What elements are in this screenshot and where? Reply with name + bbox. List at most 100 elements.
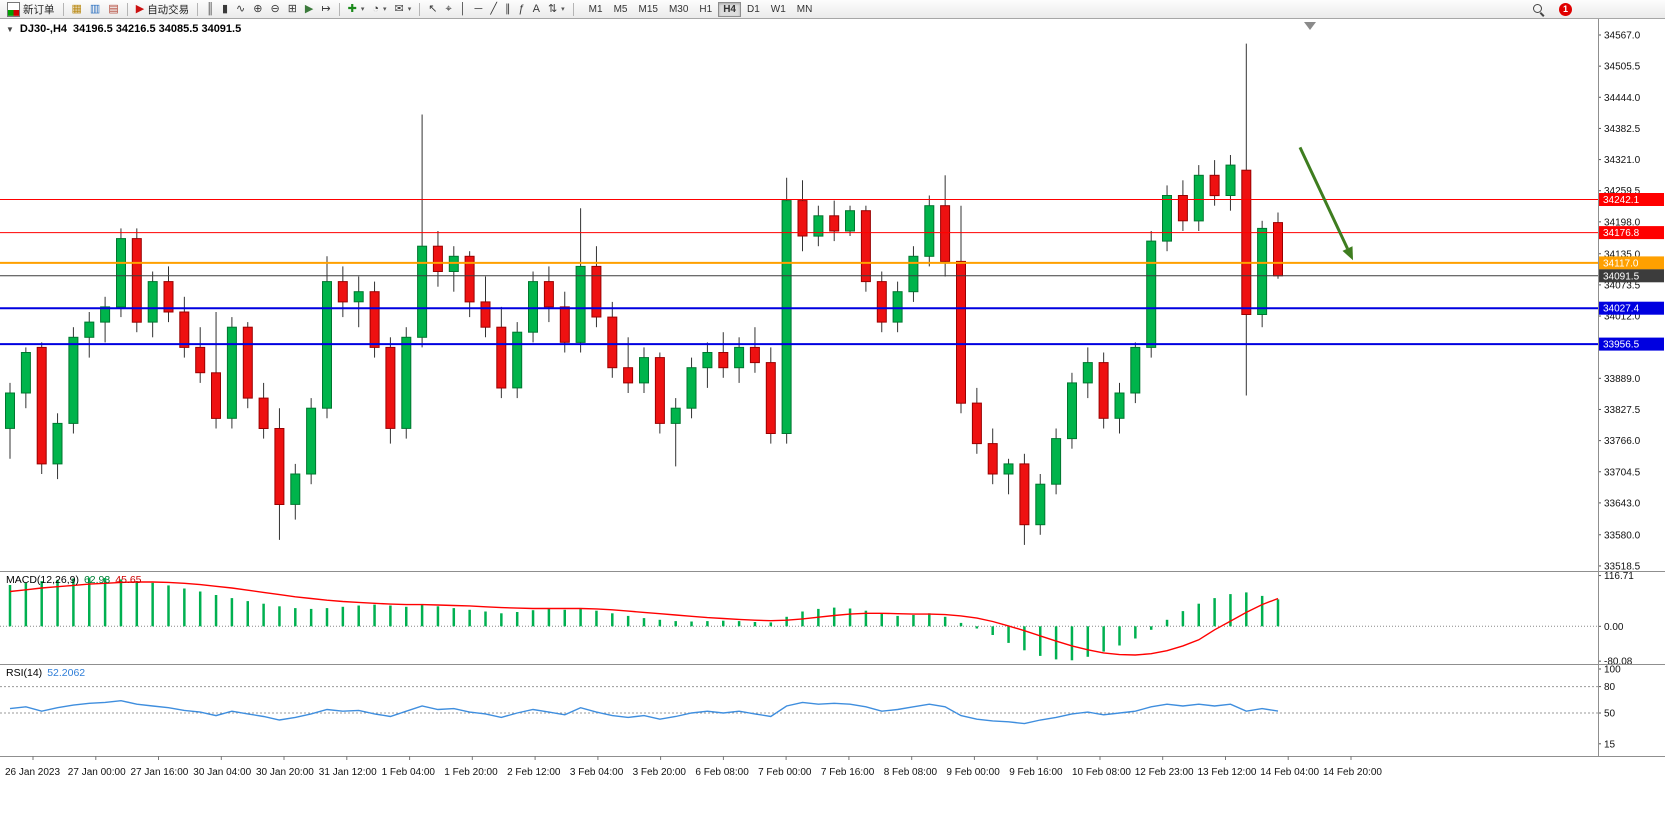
line-chart-button[interactable]: ∿ — [232, 1, 249, 17]
indicators-button[interactable]: ✚ ▾ — [344, 1, 369, 17]
candle — [290, 473, 301, 505]
price-axis-label: 34073.5 — [1604, 280, 1641, 291]
timeframe-m30[interactable]: M30 — [664, 2, 693, 17]
time-axis-label: 27 Jan 00:00 — [68, 767, 126, 778]
price-chart-canvas[interactable]: 34567.0 34505.5 34444.0 34382.5 34321.0 34259… — [0, 19, 1665, 834]
collapse-icon[interactable]: ▼ — [6, 24, 14, 34]
candle — [5, 392, 15, 429]
candle — [639, 357, 649, 384]
bar-chart-icon: ║ — [206, 2, 214, 15]
candle — [226, 326, 237, 419]
auto-scroll-button[interactable]: ▶ — [301, 1, 317, 17]
candle — [100, 306, 111, 323]
candle — [1225, 164, 1236, 197]
time-axis-label: 12 Feb 23:00 — [1135, 767, 1194, 778]
dropdown-caret-icon[interactable]: ▾ — [383, 6, 387, 13]
candle — [797, 200, 808, 237]
horizontal-line-tool[interactable]: ─ — [471, 1, 487, 17]
cursor-icon: ↖ — [428, 2, 438, 15]
fibonacci-tool[interactable]: ƒ — [514, 1, 528, 17]
chart-shift-marker[interactable] — [1304, 22, 1316, 30]
new-order-button[interactable]: 新订单 — [3, 1, 59, 17]
price-tag — [1598, 226, 1664, 240]
rsi-axis-label: 80 — [1604, 682, 1616, 693]
price-axis-label: 34259.5 — [1604, 186, 1641, 197]
candle — [654, 357, 665, 424]
candle — [448, 255, 459, 273]
auto-trading-button[interactable]: ▶ 自动交易 — [132, 1, 193, 17]
time-axis-label: 3 Feb 04:00 — [570, 767, 624, 778]
candle — [813, 215, 824, 237]
price-axis-label: 34505.5 — [1604, 62, 1641, 73]
candle — [892, 291, 903, 323]
profiles-button[interactable]: ▥ — [86, 1, 104, 17]
candle — [749, 346, 760, 364]
timeframe-w1[interactable]: W1 — [766, 2, 791, 17]
chart-ohlc-values: 34196.5 34216.5 34085.5 34091.5 — [73, 23, 242, 35]
timeframe-mn[interactable]: MN — [792, 2, 818, 17]
rsi-axis-label: 100 — [1604, 665, 1621, 676]
new-chart-button[interactable]: ▦ — [68, 1, 86, 17]
tile-windows-button[interactable]: ⊞ — [284, 1, 301, 17]
time-axis-label: 13 Feb 12:00 — [1198, 767, 1257, 778]
candle — [1273, 222, 1283, 277]
candle — [337, 281, 348, 303]
crosshair-tool[interactable]: ⌖ — [441, 1, 455, 17]
candle — [131, 238, 142, 323]
price-axis-label: 34198.0 — [1604, 217, 1641, 228]
candle — [971, 402, 982, 445]
candle — [1003, 463, 1014, 475]
trend-arrow-annotation[interactable] — [1298, 146, 1349, 250]
timeframe-m5[interactable]: M5 — [609, 2, 633, 17]
candle — [36, 346, 47, 465]
zoom-in-button[interactable]: ⊕ — [249, 1, 266, 17]
auto-trading-icon: ▶ — [135, 2, 145, 15]
price-axis-label: 34382.5 — [1604, 124, 1641, 135]
auto-trading-button-label: 自动交易 — [147, 3, 190, 16]
dropdown-caret-icon[interactable]: ▾ — [360, 6, 365, 13]
toolbar-right: 1 — [1528, 1, 1572, 17]
price-axis-label: 34012.0 — [1604, 312, 1641, 323]
timeframe-h1[interactable]: H1 — [694, 2, 717, 17]
time-axis-label: 14 Feb 20:00 — [1323, 767, 1382, 778]
market-watch-button[interactable]: ▤ — [104, 1, 122, 17]
zoom-out-button[interactable]: ⊖ — [266, 1, 283, 17]
bar-chart-button[interactable]: ║ — [202, 1, 218, 17]
timeframe-h4[interactable]: H4 — [718, 1, 741, 17]
timeframe-m15[interactable]: M15 — [633, 2, 662, 17]
search-button[interactable] — [1528, 1, 1549, 17]
dropdown-caret-icon[interactable]: ▾ — [561, 6, 565, 13]
timeframe-d1[interactable]: D1 — [742, 2, 765, 17]
time-axis-label: 27 Jan 16:00 — [131, 767, 189, 778]
chart-shift-button[interactable]: ↦ — [317, 1, 334, 17]
price-axis-label: 33827.5 — [1604, 405, 1641, 416]
time-axis-label: 7 Feb 00:00 — [758, 767, 812, 778]
candle — [702, 352, 713, 369]
arrow-head — [1342, 246, 1353, 261]
arrows-tool[interactable]: ⇅ ▾ — [544, 1, 569, 17]
channel-tool[interactable]: ∥ — [501, 1, 515, 17]
time-axis-label: 1 Feb 04:00 — [382, 767, 436, 778]
auto-scroll-icon: ▶ — [304, 2, 314, 15]
timeframe-group: M1 M5 M15 M30 H1 H4 D1 W1 MN — [584, 1, 818, 17]
trendline-tool[interactable]: ╱ — [486, 1, 501, 17]
timeframe-m1[interactable]: M1 — [584, 2, 608, 17]
candle — [385, 346, 396, 429]
candle — [559, 306, 570, 343]
price-tag-label: 34117.0 — [1603, 258, 1639, 269]
candlestick-chart-button[interactable]: ▮ — [218, 1, 232, 17]
cursor-tool[interactable]: ↖ — [424, 1, 441, 17]
templates-button[interactable]: ✉ ▾ — [391, 1, 416, 17]
candle — [417, 245, 428, 338]
notification-badge[interactable]: 1 — [1559, 2, 1572, 16]
candle — [1114, 392, 1125, 419]
vertical-line-tool[interactable]: │ — [456, 1, 471, 17]
text-tool[interactable]: A — [529, 1, 544, 17]
periods-button[interactable]: ◔ ▾ — [368, 1, 390, 17]
price-axis-label: 34321.0 — [1604, 155, 1641, 166]
chart-title: ▼ DJ30-,H4 34196.5 34216.5 34085.5 34091… — [6, 23, 241, 35]
price-tag — [1598, 301, 1664, 315]
dropdown-caret-icon[interactable]: ▾ — [407, 6, 412, 13]
candlestick-icon: ▮ — [221, 2, 229, 15]
